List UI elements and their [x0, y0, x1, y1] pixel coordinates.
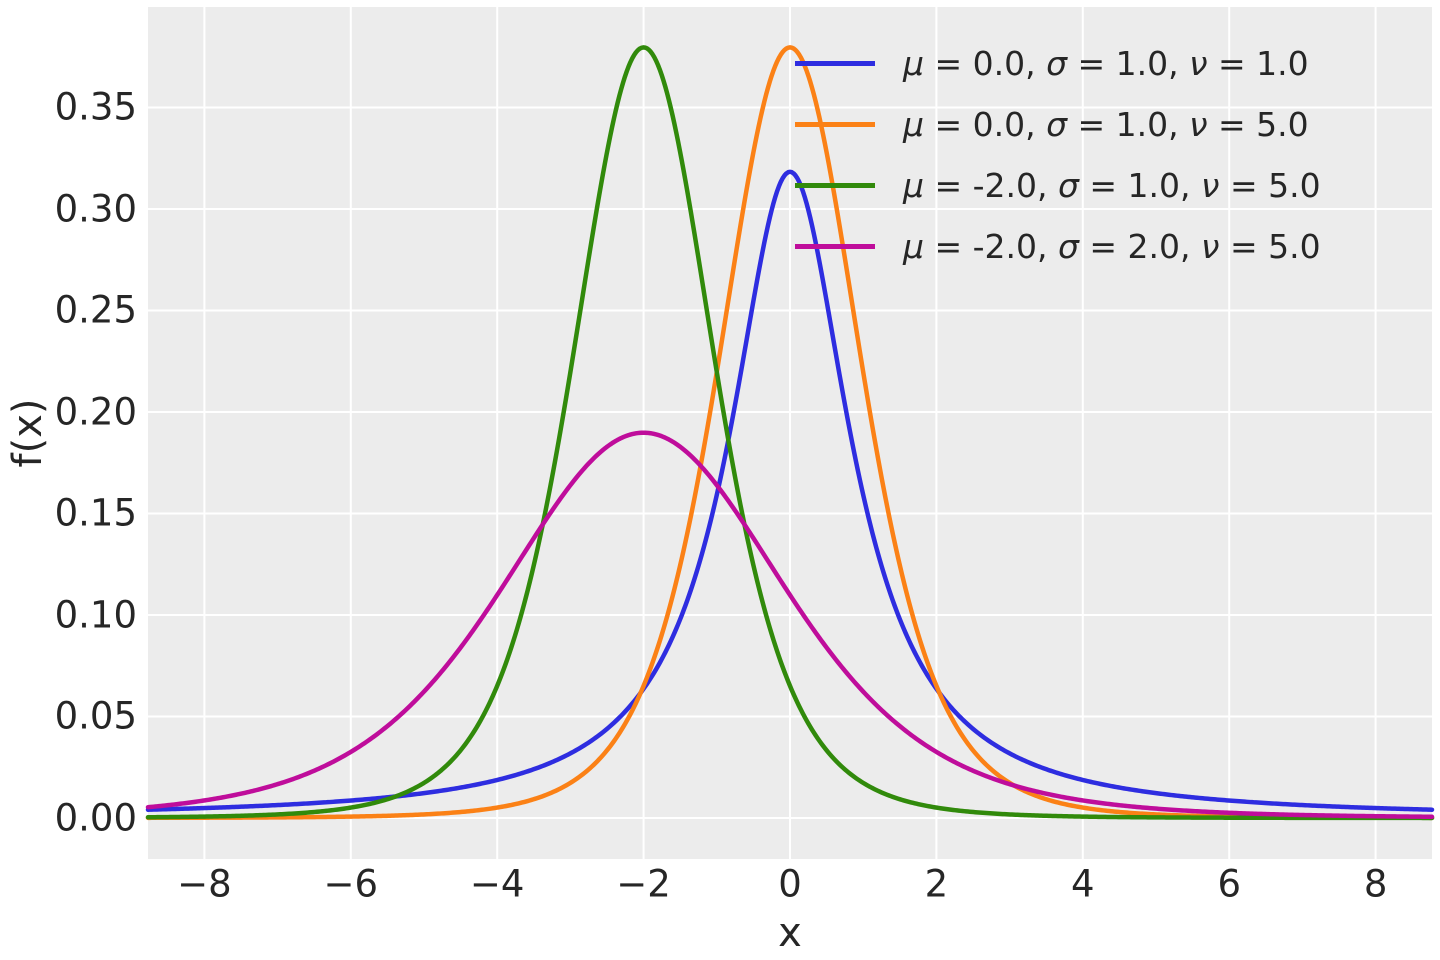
label-text: = 5.0	[1219, 227, 1321, 266]
x-tick-label: −6	[323, 862, 379, 906]
greek-symbol: μ	[903, 44, 924, 83]
greek-symbol: ν	[1189, 44, 1208, 83]
x-tick-label: −2	[616, 862, 671, 906]
x-axis-label: x	[778, 910, 802, 956]
legend-line-swatch	[795, 122, 875, 127]
label-text: = 2.0,	[1078, 227, 1202, 266]
legend-label: μ = 0.0, σ = 1.0, ν = 5.0	[903, 108, 1309, 141]
greek-symbol: σ	[1058, 166, 1079, 205]
curve-t-mu-2-sigma1-nu5	[145, 45, 1435, 821]
label-text: = 1.0	[1207, 44, 1309, 83]
y-tick-label: 0.20	[54, 390, 137, 434]
label-text: = 5.0	[1219, 166, 1321, 205]
legend-item: μ = -2.0, σ = 1.0, ν = 5.0	[795, 155, 1321, 216]
y-tick-label: 0.35	[54, 85, 137, 129]
greek-symbol: μ	[903, 166, 924, 205]
greek-symbol: σ	[1058, 227, 1079, 266]
y-tick-label: 0.10	[54, 593, 137, 637]
greek-symbol: ν	[1201, 166, 1220, 205]
y-tick-label: 0.25	[54, 288, 137, 332]
legend-label: μ = -2.0, σ = 1.0, ν = 5.0	[903, 169, 1321, 202]
legend-item: μ = 0.0, σ = 1.0, ν = 1.0	[795, 33, 1321, 94]
label-text: = 0.0,	[924, 44, 1047, 83]
curve-t-mu-2-sigma2-nu5	[145, 430, 1435, 820]
legend-label: μ = -2.0, σ = 2.0, ν = 5.0	[903, 230, 1321, 263]
label-text: = 1.0,	[1067, 44, 1190, 83]
curve-t-mu0-sigma1-nu1	[145, 169, 1435, 812]
x-tick-label: 8	[1363, 862, 1388, 906]
x-tick-label: −8	[177, 862, 232, 906]
legend-item: μ = -2.0, σ = 2.0, ν = 5.0	[795, 216, 1321, 277]
y-tick-label: 0.00	[54, 796, 137, 840]
label-text: = -2.0,	[924, 166, 1058, 205]
greek-symbol: σ	[1046, 105, 1068, 144]
x-tick-label: −4	[469, 862, 525, 906]
label-text: = 1.0,	[1067, 105, 1190, 144]
label-text: = -2.0,	[924, 227, 1058, 266]
greek-symbol: μ	[903, 227, 924, 266]
greek-symbol: σ	[1046, 44, 1068, 83]
y-tick-label: 0.15	[54, 491, 137, 535]
y-axis-label: f(x)	[5, 398, 51, 468]
x-tick-label: 4	[1071, 862, 1095, 906]
greek-symbol: ν	[1189, 105, 1208, 144]
label-text: = 1.0,	[1078, 166, 1202, 205]
label-text: = 5.0	[1207, 105, 1309, 144]
label-text: = 0.0,	[924, 105, 1047, 144]
x-tick-label: 0	[778, 862, 802, 906]
legend: μ = 0.0, σ = 1.0, ν = 1.0 μ = 0.0, σ = 1.…	[795, 33, 1321, 277]
y-tick-label: 0.05	[54, 694, 137, 738]
legend-label: μ = 0.0, σ = 1.0, ν = 1.0	[903, 47, 1309, 80]
x-tick-label: 6	[1217, 862, 1241, 906]
legend-item: μ = 0.0, σ = 1.0, ν = 5.0	[795, 94, 1321, 155]
legend-line-swatch	[795, 244, 875, 249]
y-tick-label: 0.30	[54, 187, 137, 231]
greek-symbol: μ	[903, 105, 924, 144]
legend-line-swatch	[795, 61, 875, 66]
legend-line-swatch	[795, 183, 875, 188]
x-tick-label: 2	[924, 862, 949, 906]
greek-symbol: ν	[1201, 227, 1220, 266]
